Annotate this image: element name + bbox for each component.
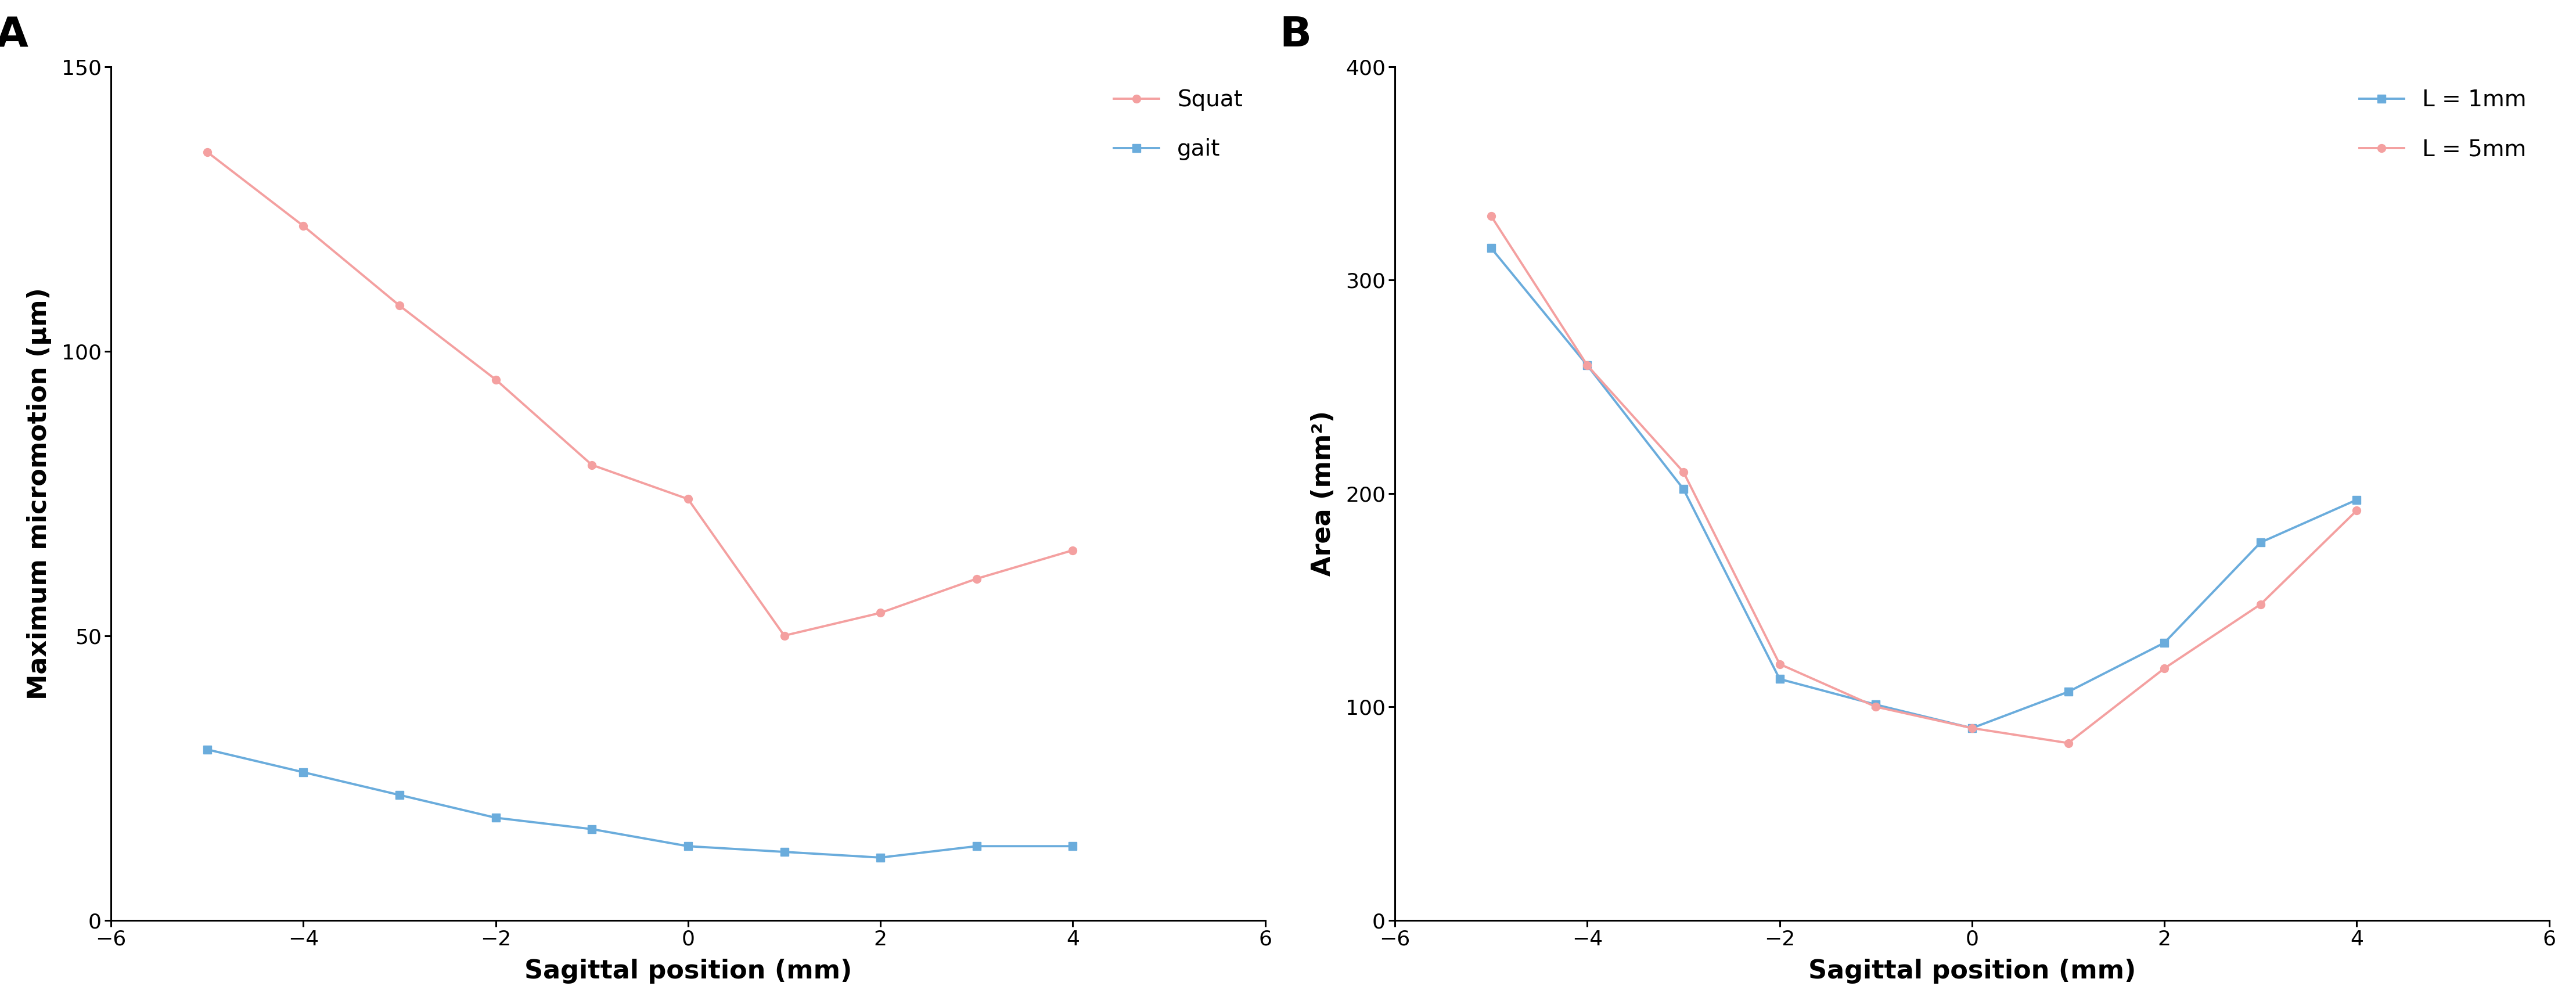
Squat [768,630,799,642]
L = 5mm [1669,466,1700,478]
L = 5mm [2148,663,2179,675]
L = 1mm [2053,686,2084,698]
Text: A: A [0,15,28,55]
Y-axis label: Maximum micromotion (μm): Maximum micromotion (μm) [26,287,52,700]
Squat [866,606,896,618]
Squat [384,299,415,311]
L = 5mm [1958,722,1989,734]
gait [577,823,608,835]
Text: B: B [1280,15,1311,55]
L = 1mm [1669,483,1700,495]
L = 1mm [2148,637,2179,649]
Squat [289,220,319,232]
Legend: L = 1mm, L = 5mm: L = 1mm, L = 5mm [2347,78,2537,172]
Line: L = 5mm: L = 5mm [1486,212,2360,747]
gait [1056,840,1087,852]
L = 1mm [1958,722,1989,734]
Line: gait: gait [204,745,1077,861]
L = 5mm [2053,737,2084,749]
gait [768,845,799,857]
Squat [191,146,222,158]
L = 1mm [2246,536,2277,548]
L = 5mm [1765,658,1795,670]
L = 1mm [1860,699,1891,711]
Squat [479,373,510,386]
L = 1mm [1765,673,1795,685]
Squat [672,493,703,505]
gait [961,840,992,852]
L = 5mm [2246,598,2277,610]
L = 5mm [1860,701,1891,713]
L = 1mm [1476,242,1507,254]
L = 1mm [2342,494,2372,506]
gait [672,840,703,852]
Y-axis label: Area (mm²): Area (mm²) [1311,411,1337,576]
gait [479,811,510,823]
L = 1mm [1571,359,1602,371]
Squat [1056,544,1087,556]
Squat [577,459,608,471]
X-axis label: Sagittal position (mm): Sagittal position (mm) [523,959,853,984]
L = 5mm [1476,210,1507,222]
L = 5mm [1571,359,1602,371]
Line: Squat: Squat [204,148,1077,640]
gait [866,851,896,863]
gait [191,743,222,755]
gait [384,789,415,801]
gait [289,766,319,778]
Legend: Squat, gait: Squat, gait [1103,78,1255,172]
Squat [961,572,992,584]
L = 5mm [2342,504,2372,516]
Line: L = 1mm: L = 1mm [1486,244,2360,732]
X-axis label: Sagittal position (mm): Sagittal position (mm) [1808,959,2136,984]
